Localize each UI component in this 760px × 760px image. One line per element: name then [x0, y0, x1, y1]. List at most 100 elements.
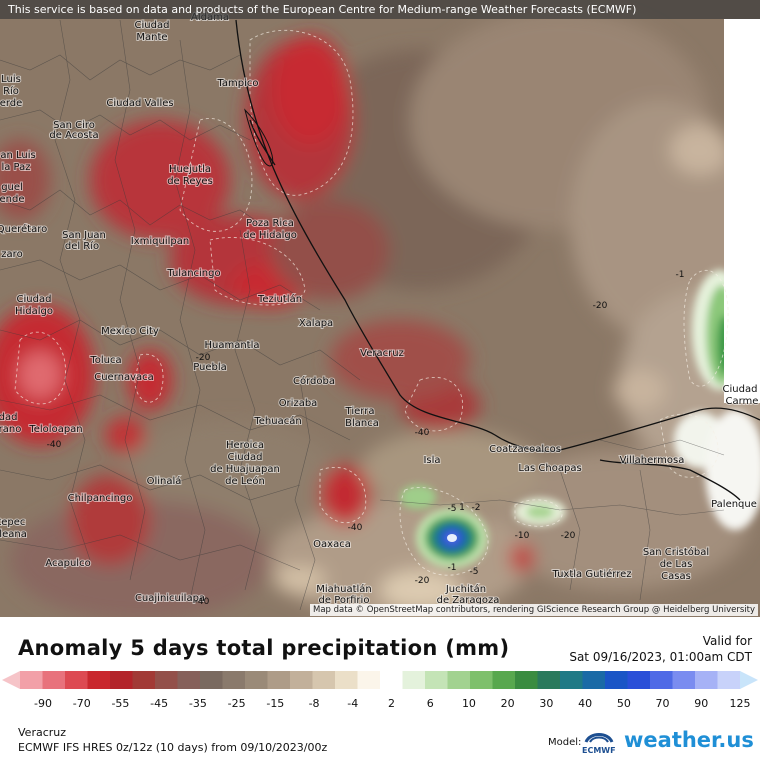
contour-value-label: -20 [593, 301, 608, 311]
legend-color-segment [717, 671, 741, 689]
legend-tick-label: 2 [388, 697, 395, 710]
city-label: Mexico City [101, 326, 159, 337]
legend-color-segment [20, 671, 43, 689]
lagoon-outline [244, 108, 274, 167]
city-label: Las Choapas [518, 463, 581, 474]
legend-color-segment [177, 671, 201, 689]
contour-value-label: -2 [472, 503, 481, 513]
legend-tick-label: 125 [729, 697, 751, 710]
city-label: Miahuatlán [316, 583, 372, 595]
contour-value-label: -10 [515, 531, 530, 541]
legend-color-segment [605, 671, 628, 689]
map-attribution[interactable]: Map data © OpenStreetMap contributors, r… [310, 604, 758, 616]
legend-color-segment [560, 671, 583, 689]
no-data-strip [724, 19, 760, 403]
legend-color-segment [312, 671, 336, 689]
map-canvas: AldamaCiudadManteTampicoLuisRíoerdeCiuda… [0, 10, 760, 617]
city-label: ende [0, 194, 25, 205]
legend-color-segment [425, 671, 448, 689]
legend-tick-label: -45 [150, 697, 169, 710]
city-label: San Ciro [53, 120, 95, 131]
city-label: Tulancingo [166, 268, 220, 279]
legend-tick-label: -90 [34, 697, 52, 710]
city-label: Ciudad [17, 294, 52, 305]
city-label: Ciudad [135, 20, 170, 31]
legend-color-segment [537, 671, 561, 689]
legend-tick-label: 10 [461, 697, 476, 710]
city-label: la Paz [1, 162, 30, 173]
legend-color-segment [200, 671, 223, 689]
legend-color-segment [470, 671, 493, 689]
model-run-info: ECMWF IFS HRES 0z/12z (10 days) from 09/… [18, 741, 328, 754]
legend-color-segment [695, 671, 718, 689]
city-label: Olinalá [147, 475, 182, 487]
legend-tick-label: -15 [266, 697, 285, 710]
legend-color-segment [447, 671, 471, 689]
legend-color-segment [110, 671, 133, 689]
contour-value-label: -1 [448, 563, 457, 573]
city-label: Juchitán [445, 583, 486, 595]
ecmwf-banner: This service is based on data and produc… [0, 0, 760, 19]
contour-lines [14, 29, 729, 576]
city-label: Villahermosa [620, 455, 685, 466]
legend-color-segment [627, 671, 651, 689]
legend-color-segment [155, 671, 178, 689]
city-label: Acapulco [45, 558, 90, 569]
ecmwf-logo-text: ECMWF [582, 746, 616, 755]
city-label: Blanca [345, 418, 379, 429]
legend-color-segment [65, 671, 88, 689]
contour-value-label: -5 [448, 504, 457, 514]
legend-color-segment [42, 671, 66, 689]
legend-color-segment [357, 671, 381, 689]
city-label: de Acosta [49, 130, 98, 141]
city-label: Teziutlán [257, 293, 302, 305]
city-label: Xalapa [299, 318, 333, 329]
contour-value-label: -40 [195, 597, 210, 607]
city-label: Poza Rica [246, 218, 294, 229]
legend-tick-label: 70 [655, 697, 670, 710]
city-label: Tuxtla Gutiérrez [551, 568, 631, 580]
precipitation-map[interactable]: AldamaCiudadManteTampicoLuisRíoerdeCiuda… [0, 0, 760, 617]
admin-boundaries [0, 19, 725, 611]
contour-value-label: -40 [348, 523, 363, 533]
city-labels: AldamaCiudadManteTampicoLuisRíoerdeCiuda… [0, 11, 759, 607]
city-label: dad [0, 412, 17, 423]
city-label: erde [0, 98, 22, 109]
contour-value-label: -20 [196, 353, 211, 363]
legend-left-arrow [2, 671, 20, 689]
contour-value-label: -40 [47, 440, 62, 450]
weather-us-logo[interactable]: weather.us [624, 728, 754, 752]
legend-tick-label: -55 [111, 697, 130, 710]
city-label: Luis [1, 74, 21, 85]
city-label: de Las [660, 559, 693, 570]
legend-tick-label: 50 [616, 697, 631, 710]
valid-date: Sat 09/16/2023, 01:00am CDT [569, 650, 752, 664]
map-title: Anomaly 5 days total precipitation (mm) [18, 636, 510, 660]
legend-color-segment [402, 671, 426, 689]
city-label: aleana [0, 529, 27, 540]
city-label: San Cristóbal [643, 546, 709, 558]
legend-tick-label: -35 [188, 697, 207, 710]
city-label: Córdoba [293, 375, 335, 387]
legend-tick-label: 6 [426, 697, 434, 710]
legend-color-segment [335, 671, 358, 689]
city-label: Chilpancingo [68, 493, 133, 504]
contour-value-label: 1 [459, 503, 465, 513]
city-label: Palenque [711, 499, 757, 510]
city-label: de Zaragoza [437, 595, 500, 606]
legend-tick-label: -25 [227, 697, 246, 710]
city-label: Coatzacoalcos [489, 444, 561, 455]
city-label: Ixmiquilpan [131, 236, 189, 247]
legend-color-segment [290, 671, 313, 689]
city-label: Puebla [193, 362, 227, 373]
legend-color-segment [650, 671, 673, 689]
city-label: Heroica [226, 440, 264, 451]
city-label: an Luis [0, 150, 35, 161]
city-label: Ciudad Valles [106, 98, 173, 109]
region-name: Veracruz [18, 726, 67, 739]
city-label: Cuajinicuilapa [135, 593, 205, 604]
city-label: rano [0, 424, 21, 435]
city-label: ltepec [0, 517, 25, 528]
city-label: Casas [661, 571, 691, 582]
city-label: Orizaba [279, 398, 318, 409]
